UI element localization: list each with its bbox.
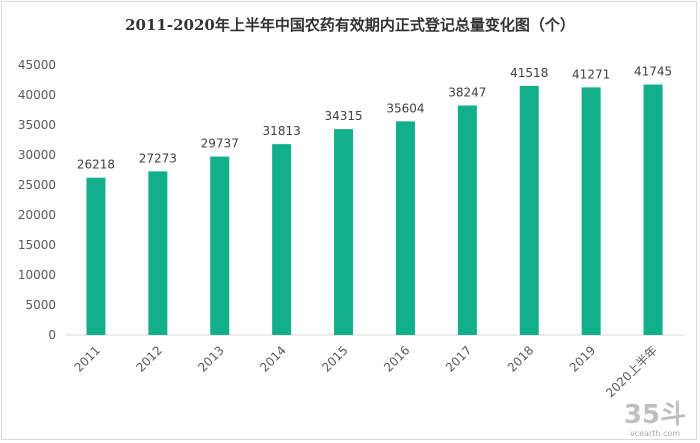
y-tick-label: 15000 [18, 238, 56, 252]
bar [272, 144, 292, 335]
watermark-mark: 35斗 [623, 400, 687, 430]
x-tick-label: 2016 [381, 343, 412, 374]
x-tick-label: 2018 [505, 343, 536, 374]
bar [643, 84, 663, 335]
y-tick-label: 40000 [18, 88, 56, 102]
data-label: 41745 [634, 65, 672, 79]
bars [86, 84, 663, 336]
y-tick-label: 5000 [25, 298, 56, 312]
data-label: 41518 [510, 66, 548, 80]
data-label: 41271 [572, 67, 610, 81]
x-axis-tick-labels: 2011 2012 2013 2014 2015 2016 2017 2018 2019 2020… [72, 343, 661, 400]
y-tick-label: 30000 [18, 148, 56, 162]
data-label: 26218 [77, 158, 115, 172]
watermark-logo: 35斗 vcearth.com [620, 401, 690, 439]
y-axis-ticks: 0 5000 10000 15000 20000 25000 30000 35000 40000… [18, 58, 56, 342]
chart-title: 2011-2020年上半年中国农药有效期内正式登记总量变化图（个） [125, 16, 575, 34]
data-label: 27273 [139, 151, 177, 165]
y-tick-label: 20000 [18, 208, 56, 222]
y-tick-label: 45000 [18, 58, 56, 72]
bar [519, 85, 539, 335]
bar [581, 87, 601, 336]
data-label: 38247 [448, 86, 486, 100]
data-label: 34315 [324, 109, 362, 123]
y-tick-label: 35000 [18, 118, 56, 132]
x-tick-label: 2011 [72, 343, 103, 374]
y-tick-label: 10000 [18, 268, 56, 282]
x-tick-label: 2012 [133, 343, 164, 374]
data-label: 35604 [386, 101, 424, 115]
data-labels: 26218 27273 29737 31813 34315 35604 38247 41518… [77, 65, 672, 172]
x-tick-label: 2013 [195, 343, 226, 374]
watermark-text: vcearth.com [629, 429, 681, 438]
bar [395, 121, 415, 335]
bar [334, 129, 354, 335]
x-tick-label: 2017 [443, 343, 474, 374]
bar [148, 171, 168, 335]
bar [210, 156, 230, 335]
y-tick-label: 25000 [18, 178, 56, 192]
bar [86, 177, 106, 335]
x-tick-label: 2020上半年 [603, 343, 660, 400]
x-tick-label: 2014 [257, 343, 288, 374]
bar [457, 105, 477, 335]
data-label: 31813 [263, 124, 301, 138]
x-tick-label: 2015 [319, 343, 350, 374]
data-label: 29737 [201, 137, 239, 151]
y-tick-label: 0 [48, 328, 56, 342]
x-tick-label: 2019 [567, 343, 598, 374]
